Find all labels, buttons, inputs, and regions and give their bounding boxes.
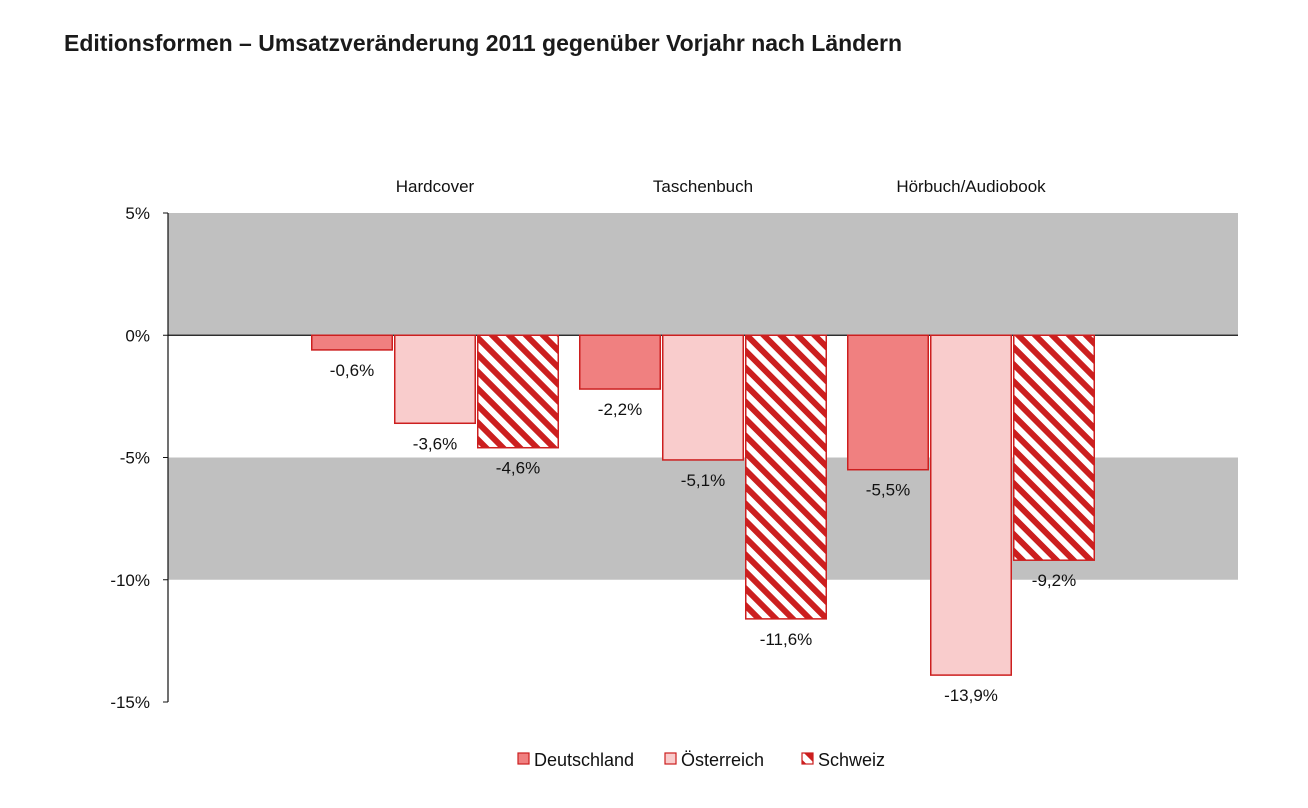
legend: Deutschland Österreich Schweiz: [517, 750, 885, 770]
chart-title: Editionsformen – Umsatzveränderung 2011 …: [64, 30, 903, 56]
bar: [930, 334, 1012, 676]
data-labels: -0,6% -3,6% -4,6% -2,2% -5,1% -11,6% -5,5% -13,…: [330, 361, 1076, 705]
data-label: -2,2%: [598, 400, 642, 419]
y-tick-label: -15%: [110, 693, 150, 712]
y-tick-label: 5%: [125, 204, 150, 223]
bar: [477, 334, 559, 449]
bar: [1013, 334, 1095, 561]
data-label: -4,6%: [496, 459, 540, 478]
y-tick-label: 0%: [125, 326, 150, 345]
bar: [662, 334, 744, 461]
category-label: Taschenbuch: [653, 177, 753, 196]
bar: [579, 334, 661, 390]
bar: [311, 334, 393, 351]
bar: [847, 334, 929, 471]
data-label: -9,2%: [1032, 571, 1076, 590]
data-label: -11,6%: [760, 630, 813, 649]
legend-label: Schweiz: [818, 750, 885, 770]
data-label: -3,6%: [413, 434, 457, 453]
legend-label: Österreich: [681, 750, 764, 770]
data-label: -5,1%: [681, 471, 725, 490]
legend-swatch: [801, 752, 814, 765]
bars: [311, 334, 1095, 676]
category-labels: Hardcover Taschenbuch Hörbuch/Audiobook: [396, 177, 1046, 196]
background-band: [168, 213, 1238, 336]
category-label: Hörbuch/Audiobook: [896, 177, 1046, 196]
y-tick-label: -5%: [120, 449, 150, 468]
bar: [394, 334, 476, 425]
legend-label: Deutschland: [534, 750, 634, 770]
data-label: -13,9%: [944, 686, 998, 705]
legend-swatch: [517, 752, 530, 765]
y-tick-label: -10%: [110, 571, 150, 590]
data-label: -5,5%: [866, 481, 910, 500]
legend-swatch: [664, 752, 677, 765]
bar: [745, 334, 827, 620]
data-label: -0,6%: [330, 361, 374, 380]
category-label: Hardcover: [396, 177, 475, 196]
